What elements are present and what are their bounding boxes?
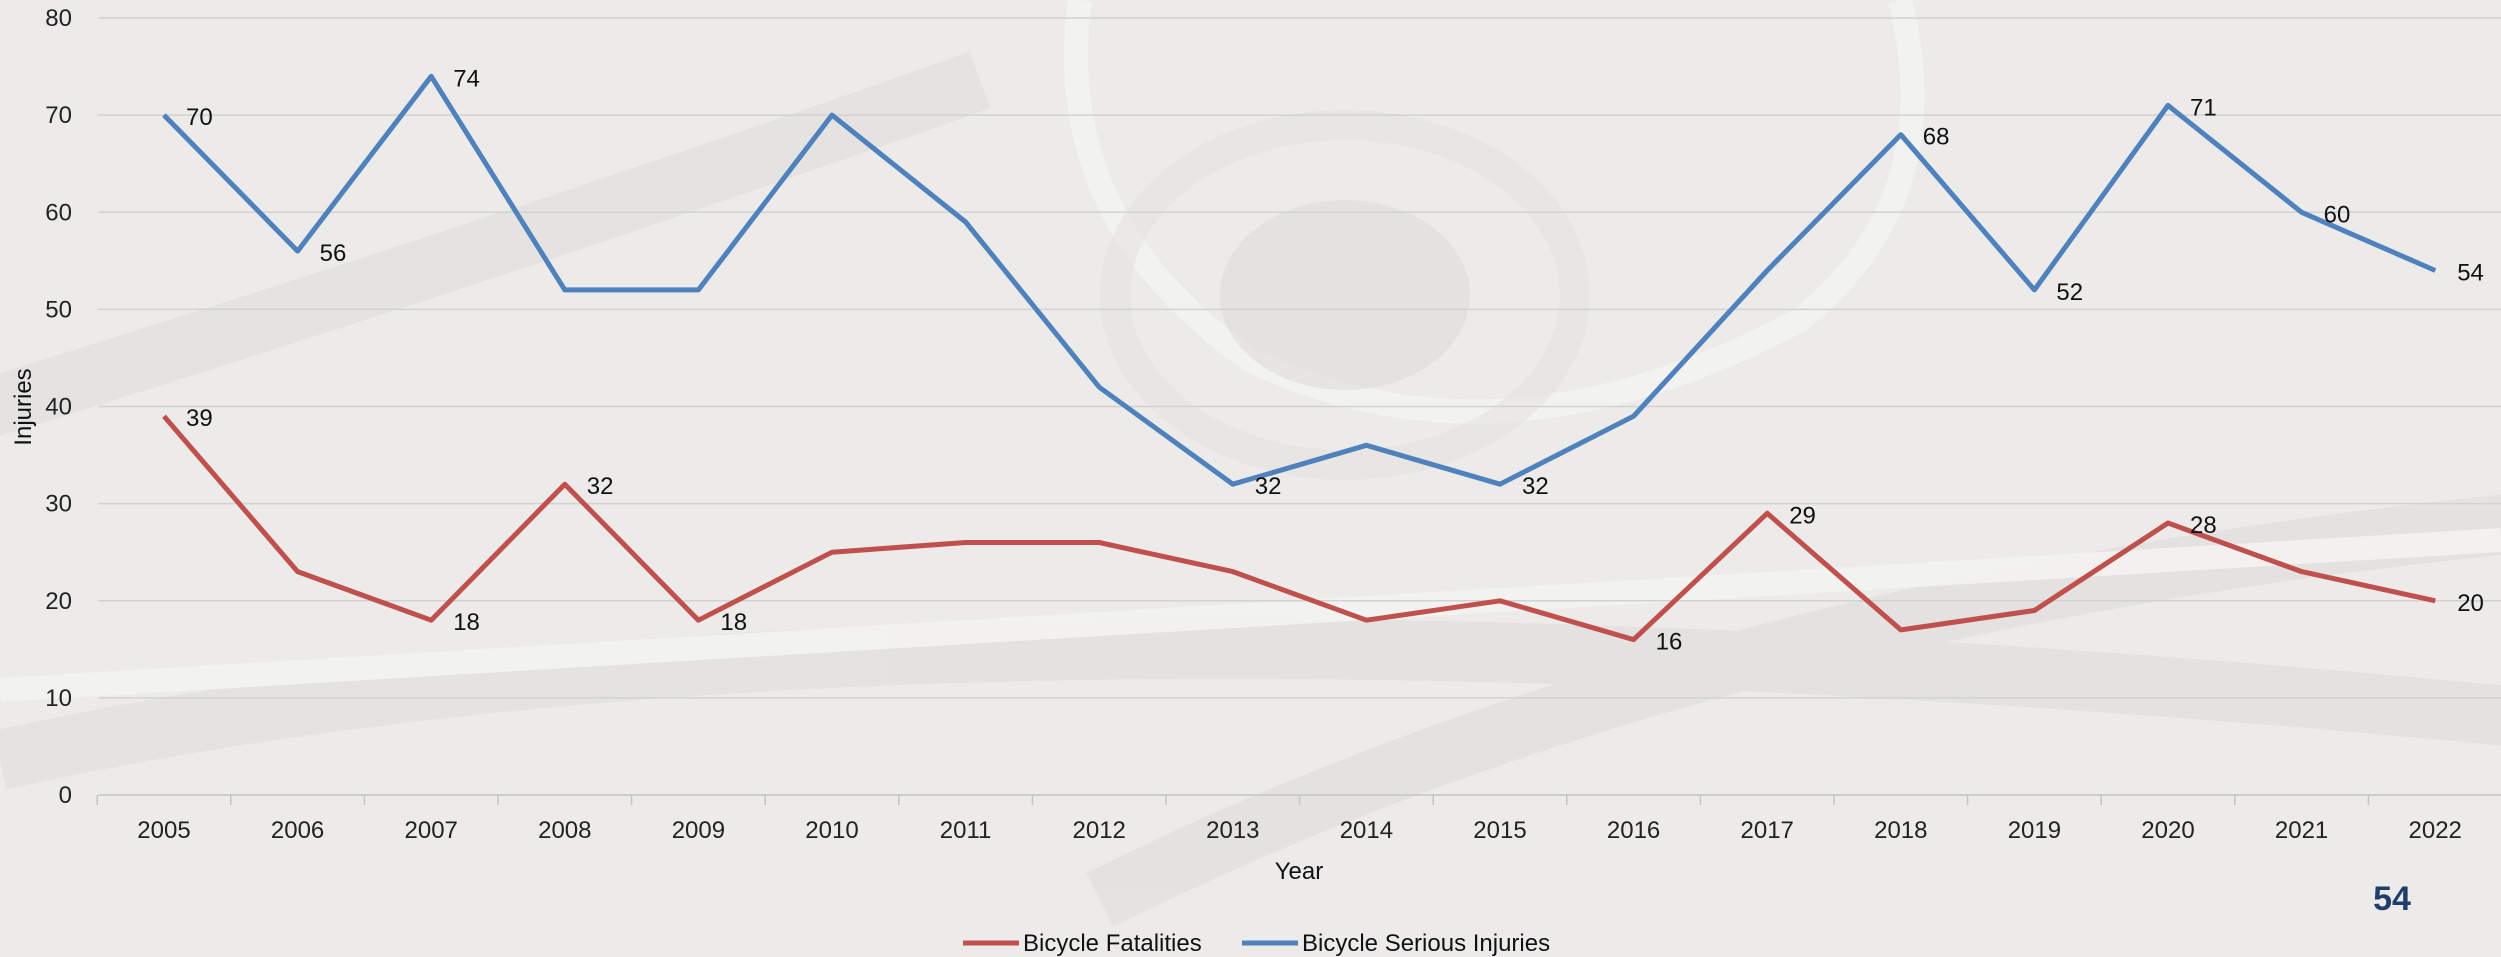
data-point [1499,483,1501,485]
legend: Bicycle Fatalities Bicycle Serious Injuri… [963,930,1550,957]
data-point [831,114,833,116]
data-point [1900,629,1902,631]
y-tick-label: 40 [45,394,72,421]
data-label: 71 [2190,94,2217,121]
data-label: 28 [2190,512,2217,539]
data-point [564,483,566,485]
x-tick-label: 2021 [2275,817,2328,844]
data-point [2167,104,2169,106]
data-label: 74 [453,65,480,92]
x-tick-label: 2019 [2008,817,2061,844]
data-point [2167,522,2169,524]
data-label: 32 [587,473,614,500]
x-tick-label: 2014 [1340,817,1393,844]
data-point [1365,444,1367,446]
data-label: 29 [1789,502,1816,529]
data-label: 18 [720,609,747,636]
data-point [430,75,432,77]
data-point [430,619,432,621]
data-label: 39 [186,405,213,432]
data-point [1900,134,1902,136]
data-point [1098,386,1100,388]
y-tick-label: 0 [59,782,72,809]
data-point [2434,600,2436,602]
data-label: 32 [1255,473,1282,500]
series-line-bicycle-serious-injuries [162,73,2437,487]
y-tick-label: 60 [45,199,72,226]
data-point [297,571,299,573]
x-tick-label: 2017 [1741,817,1794,844]
x-axis-title: Year [1275,858,1324,885]
data-label: 16 [1656,629,1683,656]
data-label: 20 [2457,590,2484,617]
data-label: 52 [2056,279,2083,306]
y-tick-label: 50 [45,296,72,323]
data-labels: 39 18 32 18 16 29 28 20 70 56 74 32 32 68 52 71 60 54 [186,65,2484,655]
y-axis-tick-labels: 0 10 20 30 40 50 60 70 80 [45,5,72,809]
data-point [965,541,967,543]
data-label: 70 [186,104,213,131]
x-tick-label: 2005 [137,817,190,844]
x-axis: 2005 2006 2007 2008 2009 2010 2011 2012 2013 2014… [96,795,2462,844]
y-tick-label: 30 [45,491,72,518]
data-label: 60 [2324,201,2351,228]
data-point [1232,571,1234,573]
data-point [1499,600,1501,602]
data-point [1098,541,1100,543]
data-label: 68 [1923,124,1950,151]
data-point [2301,571,2303,573]
data-point [163,415,165,417]
x-tick-label: 2016 [1607,817,1660,844]
data-label: 18 [453,609,480,636]
data-point [1633,639,1635,641]
data-point [697,289,699,291]
data-point [564,289,566,291]
data-series [162,73,2437,643]
data-point [697,619,699,621]
x-tick-label: 2007 [405,817,458,844]
x-tick-label: 2008 [538,817,591,844]
x-tick-label: 2015 [1473,817,1526,844]
x-tick-label: 2018 [1874,817,1927,844]
data-point [1766,270,1768,272]
data-point [2033,289,2035,291]
series-line-bicycle-fatalities [162,414,2436,643]
x-tick-label: 2006 [271,817,324,844]
data-point [2434,270,2436,272]
data-point [163,114,165,116]
x-tick-label: 2009 [672,817,725,844]
data-label: 32 [1522,473,1549,500]
y-tick-label: 10 [45,685,72,712]
y-tick-label: 70 [45,102,72,129]
x-tick-label: 2020 [2141,817,2194,844]
data-point [831,551,833,553]
gridlines [98,17,2501,796]
x-tick-label: 2010 [805,817,858,844]
y-axis-title: Injuries [10,368,37,445]
x-tick-label: 2022 [2409,817,2462,844]
data-label: 56 [320,240,347,267]
data-point [2301,211,2303,213]
x-tick-label: 2012 [1073,817,1126,844]
legend-label: Bicycle Serious Injuries [1302,930,1550,957]
x-tick-label: 2013 [1206,817,1259,844]
data-point [965,221,967,223]
page-number: 54 [2373,880,2411,918]
data-label: 54 [2457,260,2484,287]
data-point [1633,415,1635,417]
y-tick-label: 80 [45,5,72,32]
data-point [1766,512,1768,514]
y-tick-label: 20 [45,588,72,615]
data-point [297,250,299,252]
legend-label: Bicycle Fatalities [1023,930,1202,957]
data-point [2033,609,2035,611]
x-tick-label: 2011 [940,817,992,844]
data-point [1365,619,1367,621]
data-point [1232,483,1234,485]
